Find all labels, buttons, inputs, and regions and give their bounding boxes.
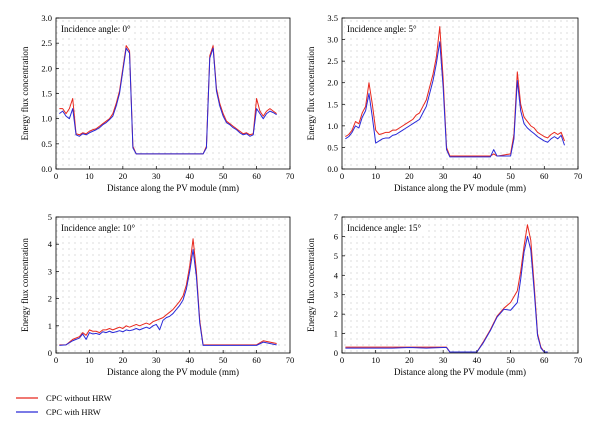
x-tick-label: 50 [506,171,515,181]
x-tick-label: 0 [340,355,344,365]
x-axis-label: Distance along the PV module (mm) [107,183,239,193]
chart-panel-2: 0 10 20 30 40 50 60 70 0.0 0.5 1.0 1.5 2.0 2.5 3.0 3.5 D… [306,13,582,193]
y-tick-label: 0.0 [327,164,338,174]
y-tick-label: 1.0 [41,114,52,124]
dot-grid [56,217,290,353]
y-axis-label: Energy flux concentration [306,46,316,140]
y-axis-label: Energy flux concentration [20,238,30,332]
y-tick-label: 2.0 [41,63,52,73]
y-tick-label: 1.5 [327,99,338,109]
series-line-with-hrw [345,235,548,353]
y-tick-label: 0.5 [41,139,52,149]
x-tick-label: 60 [252,171,261,181]
dot-grid [342,18,578,169]
x-tick-label: 40 [473,355,482,365]
x-tick-label: 70 [286,171,295,181]
annotation-background [59,23,133,35]
x-tick-label: 10 [85,171,94,181]
x-tick-label: 20 [405,171,414,181]
y-tick-label: 2.5 [327,56,338,66]
y-tick-label: 7 [334,212,338,222]
x-tick-label: 40 [185,171,194,181]
dot-grid [56,18,290,169]
y-axis-label: Energy flux concentration [20,46,30,140]
chart-panel-4: 0 10 20 30 40 50 60 70 0 1 2 3 4 5 6 7 Distance along th… [306,212,582,377]
x-axis-label: Distance along the PV module (mm) [394,183,526,193]
y-tick-label: 0.0 [41,164,52,174]
x-axis-label: Distance along the PV module (mm) [107,367,239,377]
series-line-with-hrw [59,47,277,155]
dot-grid [342,217,578,353]
y-tick-label: 0 [48,348,52,358]
x-tick-label: 60 [540,171,549,181]
x-tick-label: 10 [371,355,380,365]
x-tick-label: 30 [439,355,448,365]
x-tick-label: 10 [371,171,380,181]
y-tick-label: 2.5 [41,38,52,48]
x-tick-label: 50 [219,355,228,365]
incidence-angle-label: Incidence angle: 5° [347,24,417,34]
y-tick-label: 3.0 [41,13,52,23]
y-tick-label: 1 [334,329,338,339]
legend-label-without-hrw: CPC without HRW [46,393,112,403]
x-tick-label: 30 [152,171,161,181]
y-tick-label: 3.5 [327,13,338,23]
x-tick-label: 40 [473,171,482,181]
plot-frame [341,216,579,354]
y-tick-label: 3 [48,266,52,276]
y-tick-label: 5 [334,251,338,261]
chart-panel-3: 0 10 20 30 40 50 60 70 0 1 2 3 4 5 Distance along the … [20,212,294,377]
legend-label-with-hrw: CPC with HRW [46,407,101,417]
incidence-angle-label: Incidence angle: 10° [61,223,135,233]
chart-panel-1: 0 10 20 30 40 50 60 70 0.0 0.5 1.0 1.5 2.0 2.5 3.0 Dist… [20,13,294,193]
x-tick-label: 0 [340,171,344,181]
y-tick-label: 6 [334,231,338,241]
x-tick-label: 60 [540,355,549,365]
incidence-angle-label: Incidence angle: 15° [347,223,421,233]
x-tick-label: 10 [85,355,94,365]
x-tick-label: 20 [405,355,414,365]
x-tick-label: 30 [439,171,448,181]
x-tick-label: 20 [119,171,128,181]
x-tick-label: 0 [54,355,58,365]
x-tick-label: 40 [185,355,194,365]
y-tick-label: 5 [48,212,52,222]
legend: CPC without HRW CPC with HRW [16,393,112,417]
x-tick-label: 50 [506,355,515,365]
x-tick-label: 50 [219,171,228,181]
series-line-without-hrw [345,26,565,157]
x-tick-label: 0 [54,171,58,181]
x-tick-label: 70 [574,355,583,365]
x-tick-label: 30 [152,355,161,365]
x-tick-label: 60 [252,355,261,365]
incidence-angle-label: Incidence angle: 0° [61,24,131,34]
x-tick-label: 20 [119,355,128,365]
y-tick-label: 0 [334,348,338,358]
y-tick-label: 4 [334,270,339,280]
y-tick-label: 3.0 [327,35,338,45]
annotation-background [345,222,424,234]
y-tick-label: 2 [48,294,52,304]
y-tick-label: 2.0 [327,78,338,88]
y-tick-label: 1.0 [327,121,338,131]
y-tick-label: 2 [334,309,338,319]
y-tick-label: 0.5 [327,142,338,152]
x-axis-label: Distance along the PV module (mm) [394,367,526,377]
y-axis-label: Energy flux concentration [306,238,316,332]
x-tick-label: 70 [574,171,583,181]
annotation-background [345,23,419,35]
series-line-with-hrw [59,249,277,346]
y-tick-label: 3 [334,290,338,300]
plot-frame [55,216,291,354]
panels: 0 10 20 30 40 50 60 700.00.51.01.52.02.53.0Dist… [20,13,582,377]
y-tick-label: 1 [48,321,52,331]
x-tick-label: 70 [286,355,295,365]
y-tick-label: 4 [48,239,53,249]
y-tick-label: 1.5 [41,89,52,99]
series-line-with-hrw [345,41,565,158]
plot-frame [341,17,579,170]
annotation-background [59,222,138,234]
